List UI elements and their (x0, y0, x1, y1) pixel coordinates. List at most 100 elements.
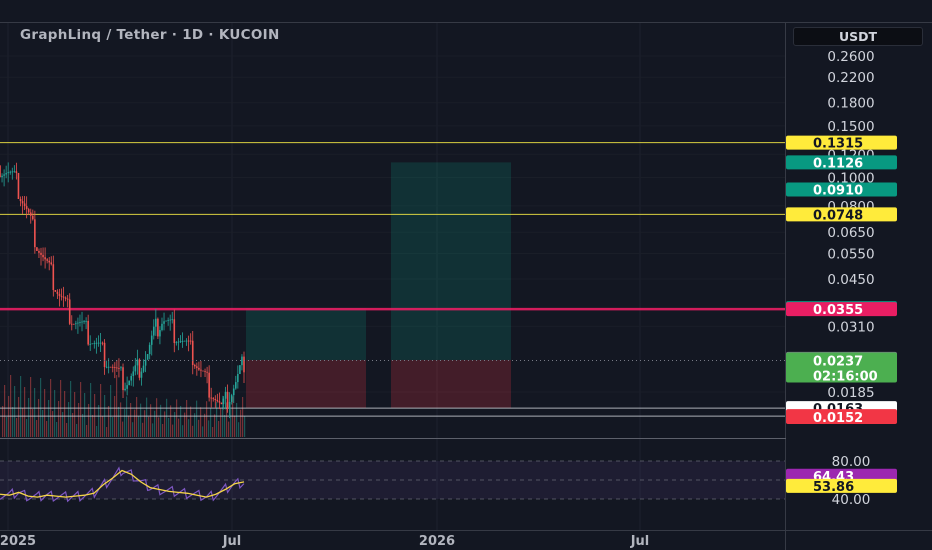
volume-bar (42, 410, 44, 437)
volume-bar (142, 422, 144, 437)
rsi-level-label: 40.00 (832, 492, 871, 508)
candle-body (44, 257, 46, 260)
candle-body (122, 367, 124, 391)
candle-body (111, 366, 114, 368)
volume-bar (204, 413, 206, 437)
candle-body (99, 342, 102, 344)
volume-bar (26, 419, 28, 437)
volume-bar (78, 403, 80, 437)
volume-bar (186, 400, 188, 437)
candle-body (1, 175, 3, 178)
candle-body (103, 342, 106, 368)
volume-bar (198, 419, 200, 437)
volume-bar (236, 403, 238, 437)
position-tools[interactable] (246, 162, 511, 409)
candle-body (175, 342, 178, 344)
volume-bar (122, 421, 124, 437)
volume-bar (38, 399, 40, 437)
candle-body (185, 340, 188, 342)
volume-bar (238, 422, 240, 437)
candle-body (241, 356, 243, 366)
volume-bar (168, 418, 170, 437)
volume-bar (74, 392, 76, 437)
volume-bar (88, 404, 90, 437)
price-label-bg (786, 135, 897, 150)
candle-body (38, 250, 40, 253)
candle-body (159, 330, 161, 337)
volume-bar (4, 385, 6, 437)
price-label: 0.1126 (813, 156, 863, 171)
candle-body (120, 367, 122, 369)
candle-body (189, 340, 192, 342)
volume-bar (150, 404, 152, 437)
volume-bar (36, 420, 38, 437)
volume-bar (24, 387, 26, 437)
candle-body (187, 340, 190, 342)
candle-body (202, 370, 204, 372)
volume-bar (232, 396, 234, 437)
volume-bar (96, 426, 98, 437)
volume-bar (28, 398, 30, 437)
volume-bar (154, 410, 156, 437)
candle-body (130, 376, 133, 381)
x-tick-label: Jul (630, 534, 650, 549)
candle-body (124, 388, 126, 391)
volume-bar (162, 424, 164, 437)
candle-body (85, 320, 87, 322)
volume-bar (212, 427, 214, 437)
long-position-stop-zone (391, 359, 511, 409)
candle-body (87, 320, 89, 345)
volume-bar (64, 391, 66, 437)
candle-body (89, 343, 92, 345)
candle-body (107, 366, 110, 368)
volume-bar (244, 416, 246, 437)
candle-body (150, 335, 153, 345)
y-tick-label: 0.2600 (827, 49, 874, 65)
candle-body (214, 399, 217, 401)
candle-body (105, 366, 108, 368)
price-label-bg (786, 155, 897, 170)
volume-bar (66, 423, 68, 437)
volume-bar (72, 413, 74, 437)
candle-body (15, 171, 18, 173)
candle-body (17, 172, 20, 199)
currency-button[interactable]: USDT (793, 27, 923, 46)
candle-body (208, 372, 210, 398)
candle-body (239, 365, 241, 375)
candle-body (64, 297, 67, 299)
candle-body (25, 206, 28, 210)
y-tick-label: 0.0550 (827, 246, 874, 262)
volume-bar (206, 401, 208, 437)
horizontal-lines[interactable] (0, 142, 785, 417)
candle-body (220, 402, 223, 405)
candle-body (230, 395, 233, 402)
candle-body (5, 173, 7, 175)
volume-bar (240, 409, 242, 437)
y-tick-label: 0.0185 (827, 385, 874, 401)
volume-bar (34, 388, 36, 437)
volume-bar (152, 423, 154, 437)
candle-body (21, 201, 24, 204)
candle-body (75, 323, 77, 325)
volume-bar (194, 413, 196, 437)
volume-bar (140, 403, 142, 437)
candle-body (157, 318, 159, 337)
volume-bar (214, 414, 216, 437)
volume-bar (148, 416, 150, 437)
volume-bar (178, 418, 180, 437)
candle-body (109, 366, 112, 368)
volume-bar (124, 409, 126, 437)
candle-body (83, 321, 85, 323)
volume-bar (112, 417, 114, 437)
volume-bar (80, 382, 82, 437)
candle-body (212, 398, 215, 400)
volume-bar (220, 408, 222, 437)
last-price-label-bg (786, 352, 897, 383)
y-tick-label: 0.0310 (827, 319, 874, 335)
candle-body (224, 391, 227, 399)
candle-body (126, 385, 128, 389)
volume-bar (62, 412, 64, 437)
candle-body (93, 343, 96, 344)
volume-bar (138, 416, 140, 437)
